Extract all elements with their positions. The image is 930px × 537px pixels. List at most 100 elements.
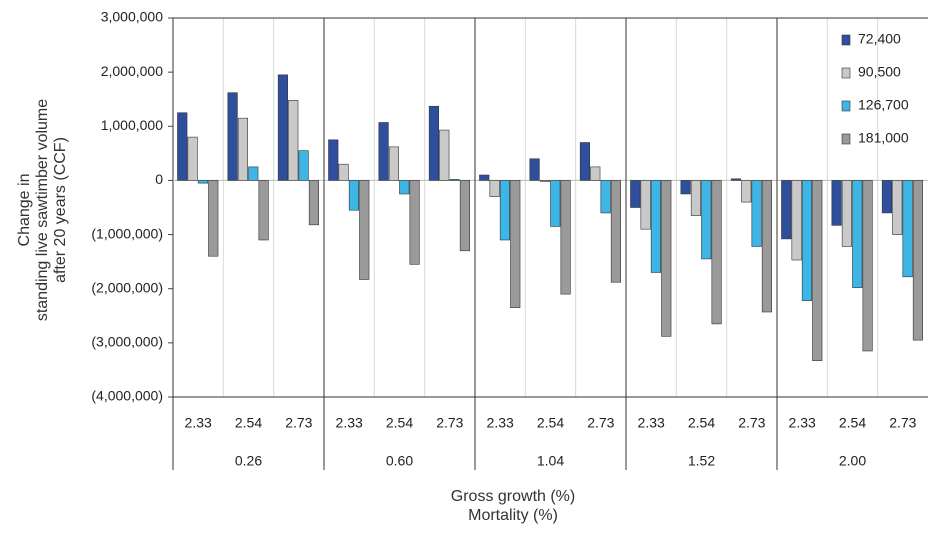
bar	[409, 180, 420, 265]
bar	[862, 180, 873, 352]
bar	[680, 180, 691, 195]
bar	[761, 180, 773, 313]
bar	[701, 180, 712, 260]
bar	[661, 180, 672, 337]
bar	[187, 136, 198, 181]
legend-label: 181,000	[858, 130, 909, 146]
bar	[258, 180, 269, 241]
bar	[328, 139, 339, 181]
bar	[852, 180, 863, 288]
legend-label: 72,400	[858, 31, 901, 47]
x-axis-title: Mortality (%)	[468, 507, 558, 524]
bar	[892, 180, 903, 235]
bar	[288, 99, 299, 181]
bar	[791, 180, 802, 261]
bar	[579, 142, 591, 181]
x-tick-label: 2.54	[839, 415, 866, 431]
bar	[499, 180, 510, 241]
bar	[277, 74, 288, 181]
y-tick-label: (3,000,000)	[91, 334, 163, 350]
bar	[812, 180, 823, 362]
bar	[208, 180, 219, 257]
group-label: 0.26	[235, 453, 262, 469]
bar	[690, 180, 702, 216]
x-tick-label: 2.73	[889, 415, 916, 431]
bar	[741, 180, 752, 203]
y-tick-label: (4,000,000)	[91, 388, 163, 404]
x-tick-label: 2.73	[587, 415, 614, 431]
y-axis-title: standing live sawtimber volume	[34, 99, 51, 321]
legend-swatch	[841, 100, 851, 112]
bar	[590, 166, 601, 181]
bar	[439, 129, 450, 181]
bar	[459, 180, 470, 252]
bar	[510, 180, 521, 308]
bar	[711, 180, 722, 325]
bar	[298, 150, 309, 181]
x-tick-label: 2.33	[638, 415, 665, 431]
group-label: 1.04	[537, 453, 564, 469]
bar	[359, 180, 370, 280]
x-tick-label: 2.33	[185, 415, 212, 431]
y-axis-title: Change in	[16, 174, 33, 247]
y-tick-label: (1,000,000)	[91, 225, 163, 241]
x-tick-label: 2.73	[436, 415, 463, 431]
group-label: 0.60	[386, 453, 413, 469]
bar	[831, 180, 842, 226]
bar	[177, 112, 188, 181]
y-tick-label: 0	[155, 171, 163, 187]
group-label: 2.00	[839, 453, 866, 469]
y-tick-label: 3,000,000	[101, 9, 163, 25]
bar	[529, 158, 540, 181]
bar	[730, 178, 742, 181]
x-tick-label: 2.54	[537, 415, 564, 431]
bar	[841, 180, 853, 247]
legend-label: 126,700	[858, 97, 909, 113]
bar	[600, 180, 611, 214]
legend-swatch	[841, 67, 851, 79]
bar	[539, 180, 551, 182]
legend-label: 90,500	[858, 64, 901, 80]
legend-swatch	[841, 34, 851, 46]
bar	[550, 180, 561, 227]
bar	[640, 180, 651, 230]
bar	[348, 180, 359, 211]
x-tick-label: 2.33	[789, 415, 816, 431]
bar	[751, 180, 762, 247]
x-tick-label: 2.54	[386, 415, 413, 431]
bar	[428, 105, 439, 181]
bar	[650, 180, 662, 273]
bar	[630, 180, 641, 208]
bar	[237, 117, 249, 181]
bar	[248, 166, 259, 181]
bar	[308, 180, 319, 226]
bar	[801, 180, 813, 301]
bar	[781, 180, 792, 240]
x-axis-title: Gross growth (%)	[451, 488, 575, 505]
bar	[338, 163, 349, 181]
bar	[378, 122, 389, 181]
y-tick-label: 1,000,000	[101, 117, 163, 133]
legend-swatch	[841, 133, 851, 145]
bar	[912, 180, 924, 341]
x-tick-label: 2.33	[487, 415, 514, 431]
bar	[197, 180, 209, 184]
y-tick-label: (2,000,000)	[91, 279, 163, 295]
bar	[479, 174, 490, 181]
bar	[227, 92, 238, 181]
x-tick-label: 2.73	[738, 415, 765, 431]
bar	[489, 180, 500, 197]
bar	[610, 180, 622, 283]
bar	[449, 179, 460, 181]
x-tick-label: 2.73	[285, 415, 312, 431]
bar	[399, 180, 410, 195]
x-tick-label: 2.54	[688, 415, 715, 431]
x-tick-label: 2.54	[235, 415, 262, 431]
bar	[388, 146, 399, 181]
bar	[881, 180, 893, 214]
x-tick-label: 2.33	[336, 415, 363, 431]
y-tick-label: 2,000,000	[101, 63, 163, 79]
bar	[560, 180, 571, 295]
group-label: 1.52	[688, 453, 715, 469]
